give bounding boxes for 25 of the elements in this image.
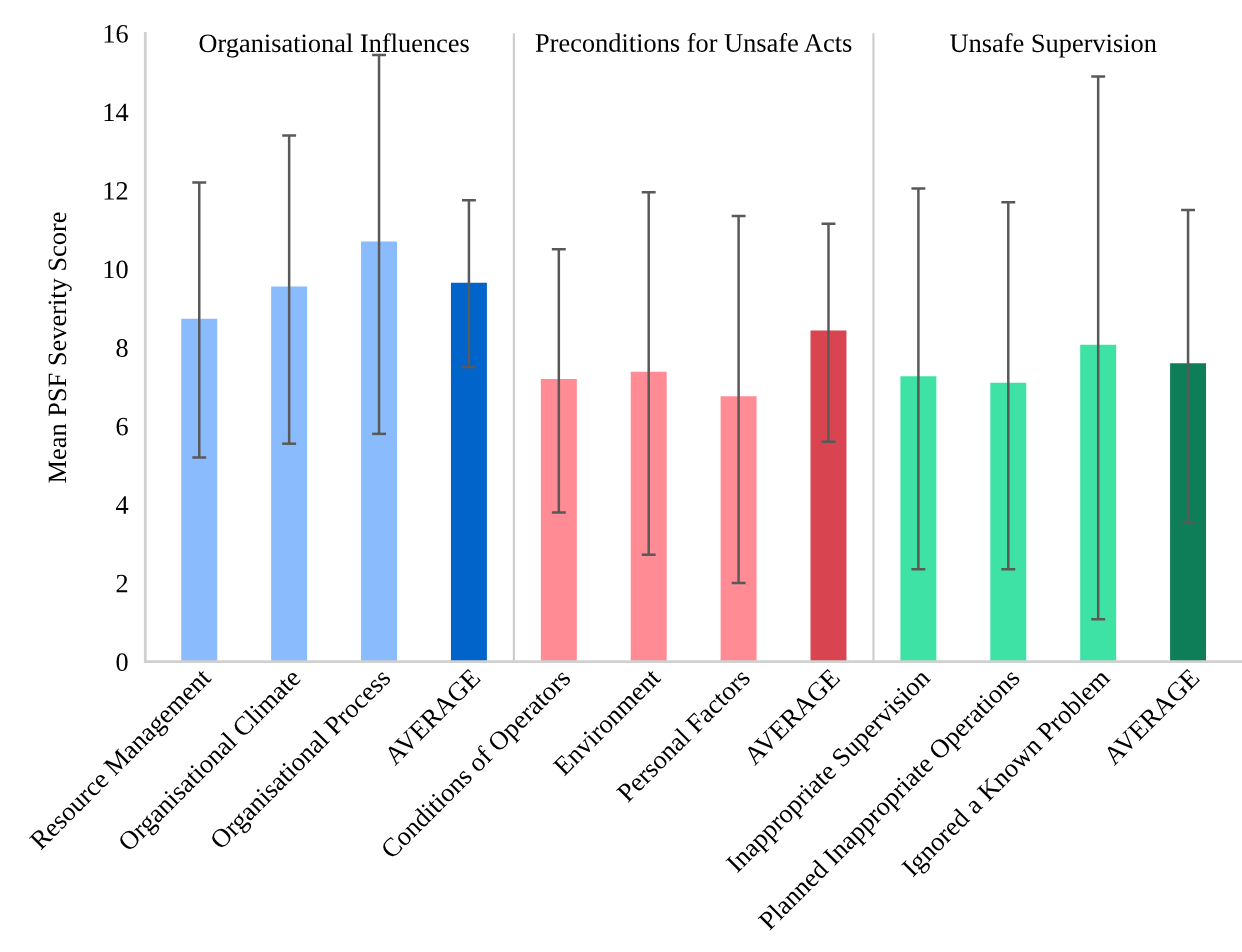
- y-tick-label: 16: [104, 25, 128, 43]
- y-tick-label: 8: [116, 339, 128, 357]
- annotation: Unsafe Supervision: [950, 33, 1157, 58]
- bar: [1080, 344, 1117, 662]
- bar: [630, 371, 667, 662]
- y-tick-label: 10: [104, 260, 128, 279]
- bar: [990, 382, 1027, 662]
- y-tick-label: 6: [116, 417, 128, 436]
- y-axis-title: Mean PSF Severity Score: [48, 212, 72, 483]
- y-tick-label: 4: [115, 496, 129, 514]
- y-tick-label: 14: [104, 103, 129, 122]
- bar: [181, 318, 218, 662]
- y-tick-label: 2: [116, 574, 128, 593]
- bar: [900, 376, 937, 662]
- y-tick-label: 0: [116, 653, 128, 672]
- bar: [450, 282, 487, 662]
- bar: [720, 396, 757, 662]
- annotation: Preconditions for Unsafe Acts: [535, 33, 852, 52]
- bar: [361, 241, 398, 662]
- bar: [810, 330, 847, 662]
- annotation: Organisational Influences: [199, 33, 469, 58]
- bar: [1170, 363, 1207, 662]
- y-tick-label: 12: [104, 182, 128, 200]
- bar: [271, 286, 308, 662]
- bar: [540, 378, 577, 662]
